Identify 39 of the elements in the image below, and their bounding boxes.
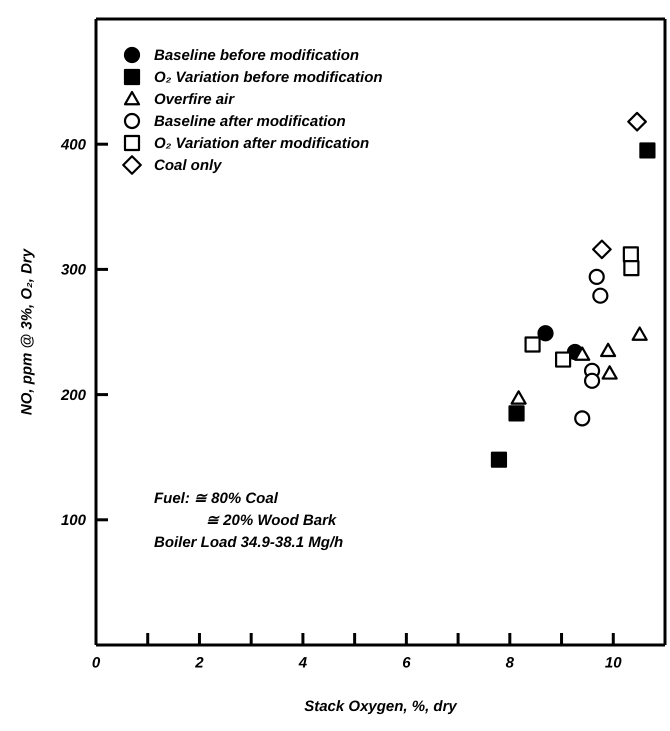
point — [588, 268, 605, 286]
annotation: ≅ 20% Wood Bark — [205, 511, 338, 531]
y-tick-label: 300 — [60, 262, 87, 279]
point — [574, 346, 590, 361]
point — [632, 326, 648, 341]
point — [602, 365, 618, 380]
legend-label: Coal only — [154, 156, 222, 174]
x-tick-label: 0 — [92, 654, 101, 672]
point — [508, 405, 525, 422]
legend-label: O₂ Variation before modification — [154, 68, 383, 86]
annotation: Fuel: ≅ 80% Coal — [154, 489, 280, 509]
x-axis-title: Stack Oxygen, %, dry — [304, 698, 458, 715]
y-tick-label: 400 — [60, 136, 87, 154]
legend-label: O₂ Variation after modification — [154, 134, 370, 152]
point — [554, 351, 572, 368]
point — [623, 260, 640, 276]
point — [639, 142, 656, 159]
point — [627, 112, 647, 132]
point — [584, 372, 600, 389]
point — [574, 410, 590, 426]
legend-label: Overfire air — [154, 90, 234, 108]
x-tick-label: 10 — [604, 654, 622, 672]
legend-label: Baseline after modification — [154, 112, 346, 130]
x-tick-label: 8 — [506, 654, 515, 672]
y-tick-label: 200 — [60, 386, 87, 404]
point — [537, 325, 554, 342]
point — [524, 336, 541, 353]
annotation: Boiler Load 34.9-38.1 Mg/h — [154, 533, 344, 553]
point — [592, 288, 608, 304]
point — [510, 390, 527, 405]
point — [600, 342, 616, 358]
y-axis-title: NO, ppm @ 3%, O₂, Dry — [18, 248, 36, 416]
y-tick-label: 100 — [60, 512, 87, 530]
point — [592, 240, 612, 260]
legend-label: Baseline before modification — [154, 46, 360, 64]
x-tick-label: 6 — [402, 654, 412, 672]
point — [490, 452, 508, 468]
x-tick-label: 4 — [298, 654, 308, 672]
x-tick-label: 2 — [194, 654, 204, 672]
